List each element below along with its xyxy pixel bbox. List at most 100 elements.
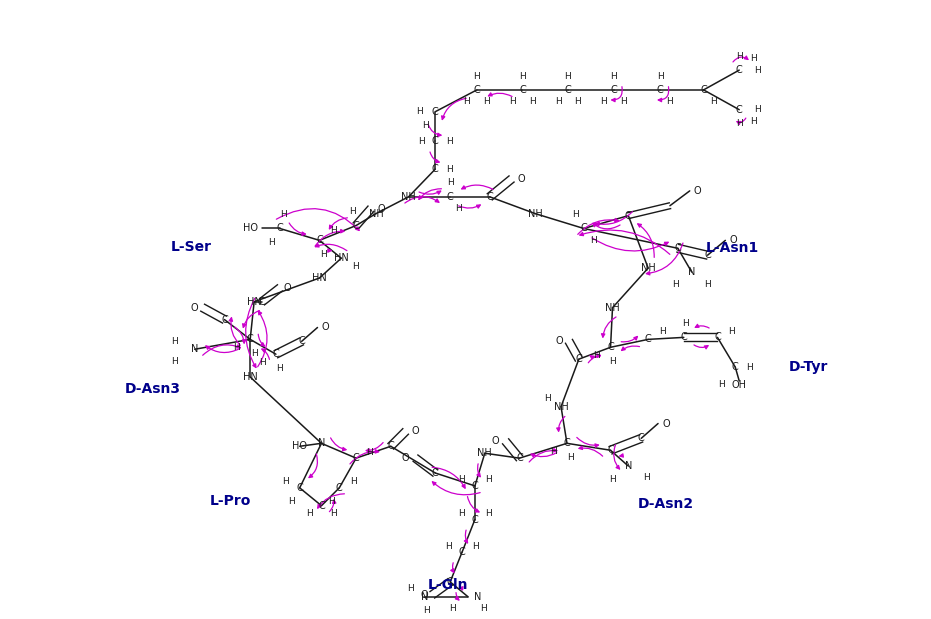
Text: C: C (273, 349, 279, 359)
Text: O: O (555, 336, 563, 347)
Text: C: C (486, 192, 493, 202)
Text: C: C (610, 85, 617, 95)
Text: C: C (674, 243, 681, 253)
Text: NH: NH (369, 209, 384, 219)
Text: H: H (656, 72, 664, 80)
Text: H: H (658, 327, 666, 336)
Text: H: H (568, 452, 574, 462)
Text: H: H (483, 97, 490, 106)
Text: H: H (423, 606, 430, 615)
Text: H: H (667, 97, 673, 106)
Text: H: H (446, 137, 452, 146)
Text: H: H (746, 363, 752, 371)
Text: H: H (485, 475, 492, 485)
Text: H: H (171, 357, 179, 366)
Text: H: H (473, 542, 479, 551)
Text: H: H (474, 72, 480, 80)
Text: C: C (298, 336, 305, 347)
Text: H: H (735, 119, 743, 128)
Text: C: C (575, 354, 582, 364)
Text: H: H (416, 107, 423, 116)
Text: H: H (454, 204, 462, 213)
Text: H: H (171, 337, 179, 346)
Text: H: H (735, 52, 743, 61)
Text: D-Tyr: D-Tyr (789, 360, 829, 374)
Text: C: C (432, 468, 439, 478)
Text: H: H (754, 66, 761, 75)
Text: H: H (574, 97, 581, 106)
Text: C: C (471, 481, 479, 491)
Text: C: C (353, 453, 359, 463)
Text: H: H (564, 72, 572, 80)
Text: D-Asn3: D-Asn3 (125, 382, 182, 396)
Text: C: C (318, 501, 325, 511)
Text: O: O (321, 322, 330, 332)
Text: NH: NH (554, 402, 569, 412)
Text: C: C (563, 438, 571, 448)
Text: H: H (349, 207, 356, 216)
Text: C: C (607, 445, 614, 455)
Text: NH: NH (401, 192, 416, 202)
Text: NH: NH (641, 263, 655, 273)
Text: H: H (446, 165, 452, 173)
Text: C: C (447, 577, 453, 587)
Text: C: C (714, 332, 721, 342)
Text: C: C (704, 250, 711, 260)
Text: O: O (421, 590, 428, 600)
Text: H: H (544, 394, 550, 403)
Text: H: H (610, 72, 617, 80)
Text: H: H (600, 97, 607, 106)
Text: H: H (306, 509, 313, 518)
Text: H: H (642, 474, 650, 482)
Text: O: O (412, 426, 419, 436)
Text: C: C (432, 164, 439, 174)
Text: O: O (377, 204, 385, 214)
Text: HO: HO (292, 441, 307, 451)
Text: C: C (471, 514, 479, 524)
Text: H: H (447, 178, 453, 188)
Text: H: H (268, 238, 276, 247)
Text: C: C (459, 547, 466, 557)
Text: C: C (516, 453, 523, 463)
Text: H: H (350, 477, 357, 487)
Text: H: H (352, 262, 358, 271)
Text: H: H (749, 117, 757, 126)
Text: H: H (407, 584, 414, 594)
Text: HN: HN (312, 273, 327, 283)
Text: H: H (593, 351, 600, 360)
Text: H: H (458, 509, 465, 518)
Text: H: H (728, 327, 735, 336)
Text: H: H (282, 477, 290, 487)
Text: C: C (700, 85, 707, 95)
Text: H: H (682, 319, 689, 328)
Text: C: C (681, 332, 687, 342)
Text: O: O (518, 174, 525, 184)
Text: H: H (590, 236, 597, 245)
Text: H: H (449, 604, 455, 613)
Text: NH: NH (605, 303, 620, 313)
Text: N: N (421, 592, 428, 602)
Text: H: H (445, 542, 452, 551)
Text: C: C (474, 85, 480, 95)
Text: H: H (330, 509, 337, 518)
Text: C: C (432, 106, 439, 116)
Text: H: H (418, 137, 425, 146)
Text: D-Asn2: D-Asn2 (638, 496, 694, 511)
Text: C: C (607, 342, 614, 352)
Text: HO: HO (243, 223, 258, 233)
Text: O: O (730, 235, 737, 245)
Text: C: C (221, 314, 228, 324)
Text: C: C (645, 334, 652, 344)
Text: H: H (529, 97, 535, 106)
Text: O: O (492, 436, 500, 446)
Text: H: H (289, 497, 295, 506)
Text: L-Gln: L-Gln (428, 578, 468, 592)
Text: H: H (718, 381, 725, 389)
Text: H: H (480, 604, 487, 613)
Text: C: C (259, 297, 265, 307)
Text: H: H (609, 357, 616, 366)
Text: H: H (259, 358, 265, 366)
Text: L-Ser: L-Ser (170, 240, 211, 254)
Text: L-Asn1: L-Asn1 (706, 241, 759, 255)
Text: H: H (485, 509, 492, 518)
